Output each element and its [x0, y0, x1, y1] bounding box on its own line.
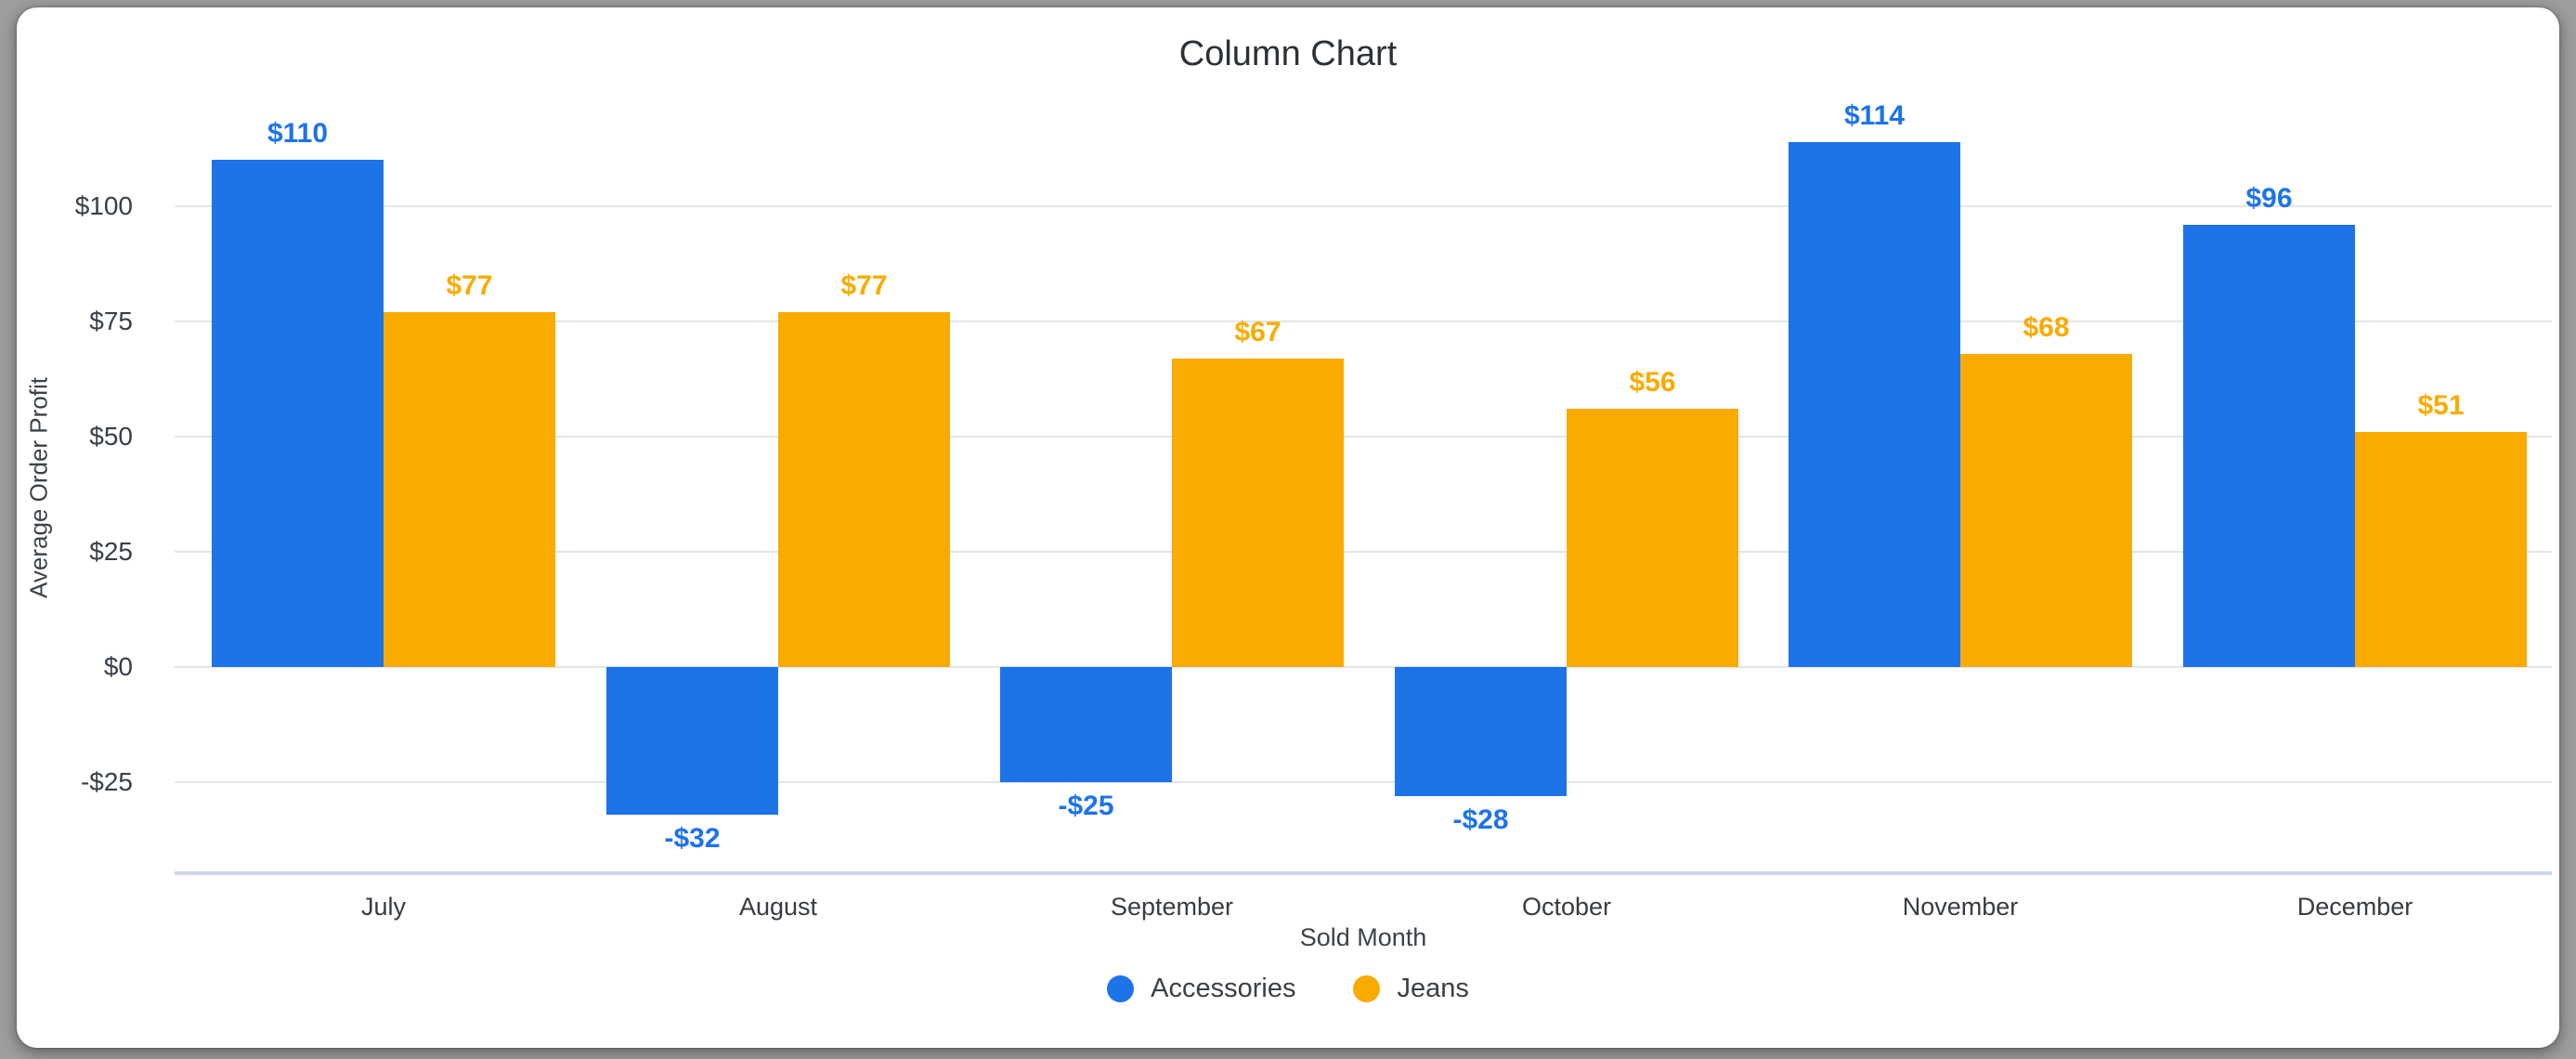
- y-tick-label: $100: [74, 191, 133, 220]
- y-tick-label: $75: [89, 307, 133, 335]
- gridline: [175, 205, 2552, 207]
- bar-accessories-october[interactable]: [1395, 667, 1567, 796]
- bar-value-label: $114: [1843, 100, 1906, 131]
- bar-value-label: $68: [2023, 312, 2070, 343]
- x-tick-label: December: [2296, 893, 2413, 921]
- bar-accessories-november[interactable]: [1789, 142, 1960, 667]
- x-tick-label: July: [360, 893, 406, 921]
- x-tick-label: September: [1110, 893, 1234, 921]
- bar-accessories-september[interactable]: [1000, 667, 1172, 782]
- x-axis-title: Sold Month: [1299, 923, 1427, 951]
- bar-jeans-october[interactable]: [1567, 409, 1738, 667]
- bar-value-label: $110: [267, 118, 329, 149]
- legend-item-accessories[interactable]: Accessories: [1107, 974, 1295, 1004]
- bar-value-label: -$25: [1058, 791, 1114, 821]
- legend: Accessories Jeans: [17, 974, 2559, 1004]
- bar-jeans-august[interactable]: [778, 312, 950, 667]
- bar-jeans-july[interactable]: [384, 312, 555, 667]
- gridline: [175, 320, 2552, 322]
- x-tick-label: October: [1521, 893, 1612, 921]
- legend-swatch-icon: [1107, 975, 1135, 1002]
- y-tick-label: $0: [103, 652, 133, 681]
- legend-label: Jeans: [1397, 974, 1469, 1003]
- bar-jeans-september[interactable]: [1172, 359, 1344, 667]
- bar-value-label: $67: [1234, 317, 1281, 347]
- chart-title: Column Chart: [1178, 34, 1398, 73]
- bar-jeans-november[interactable]: [1960, 354, 2132, 667]
- y-tick-label: $50: [89, 422, 133, 451]
- y-tick-label: -$25: [80, 767, 133, 796]
- bar-jeans-december[interactable]: [2355, 432, 2527, 667]
- bar-value-label: $77: [840, 270, 888, 301]
- x-tick-label: August: [738, 893, 818, 921]
- gridline: [175, 551, 2552, 553]
- y-tick-label: $25: [89, 537, 133, 566]
- gridline: [175, 781, 2552, 783]
- x-axis-baseline: [175, 871, 2552, 875]
- bar-value-label: $96: [2245, 183, 2293, 214]
- chart-card: Column Chart Average Order Profit $100 $7…: [17, 7, 2559, 1048]
- bar-value-label: $51: [2417, 390, 2465, 421]
- bar-accessories-august[interactable]: [606, 667, 778, 815]
- bar-value-label: -$28: [1452, 804, 1509, 835]
- gridline: [175, 436, 2552, 438]
- gridline: [175, 666, 2552, 668]
- legend-swatch-icon: [1353, 975, 1381, 1002]
- x-tick-label: November: [1902, 893, 2019, 921]
- bar-value-label: -$32: [664, 823, 721, 854]
- bar-accessories-december[interactable]: [2183, 225, 2355, 667]
- legend-label: Accessories: [1151, 974, 1296, 1003]
- bar-accessories-july[interactable]: [212, 160, 384, 667]
- bar-value-label: $77: [446, 270, 493, 301]
- legend-item-jeans[interactable]: Jeans: [1353, 974, 1469, 1004]
- bar-value-label: $56: [1629, 367, 1676, 398]
